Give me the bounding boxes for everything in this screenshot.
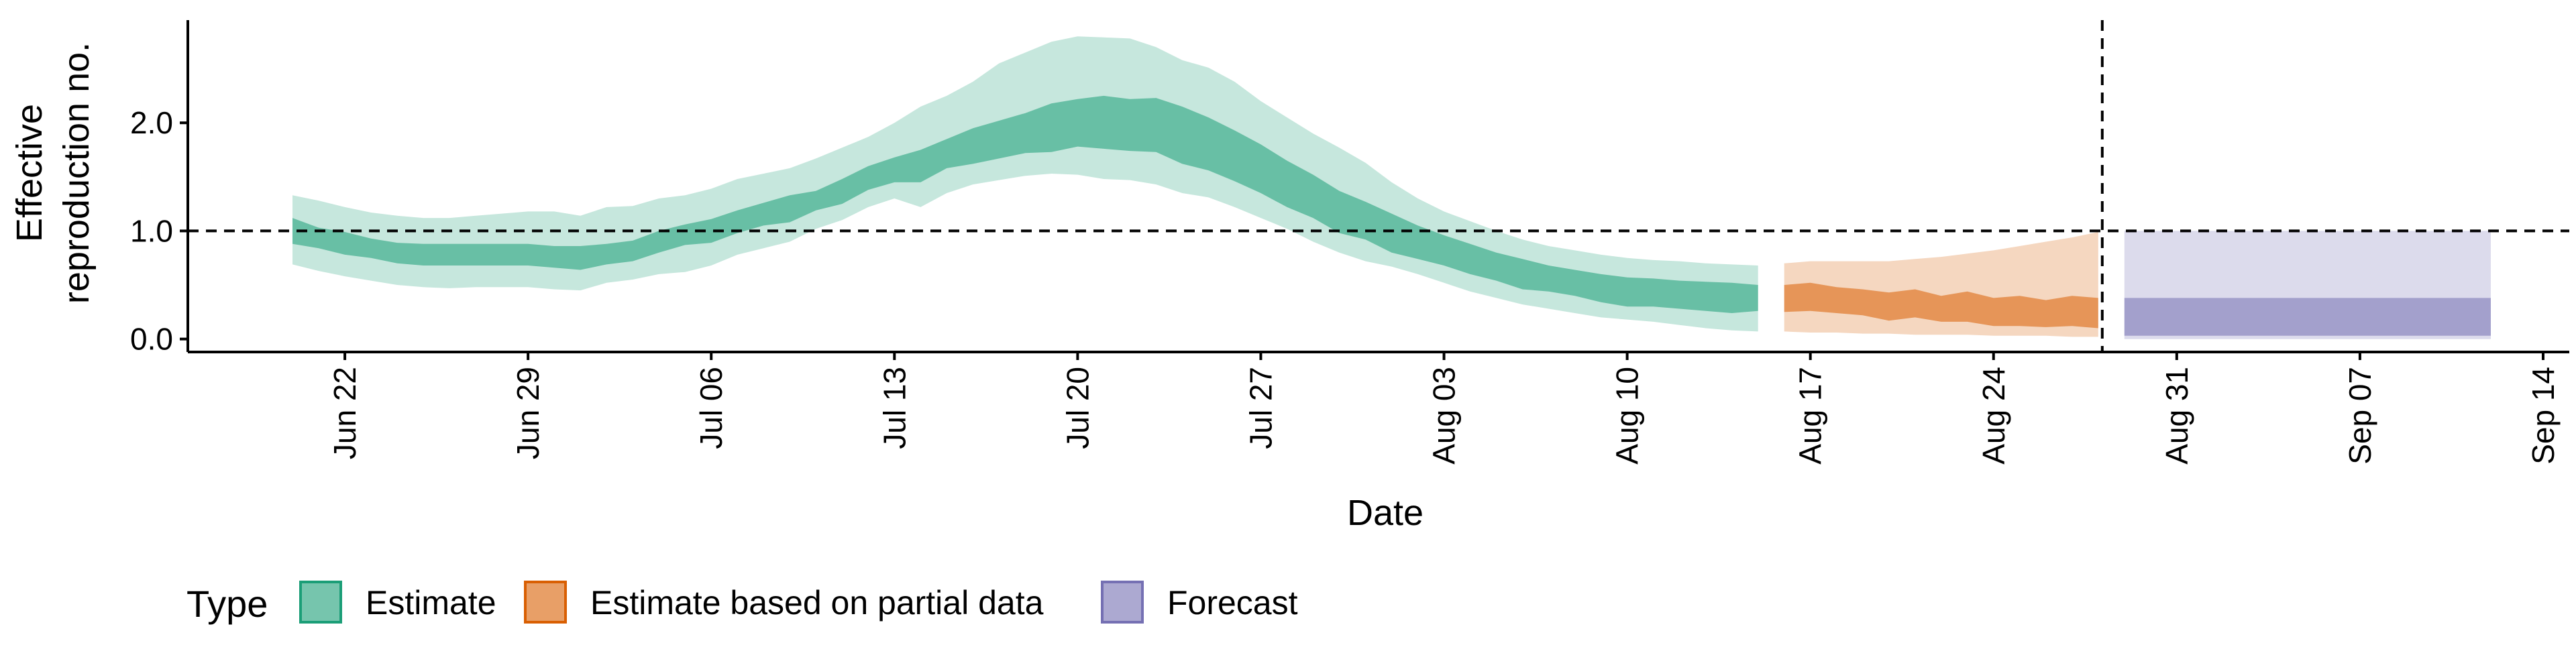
legend-label-partial: Estimate based on partial data — [590, 584, 1044, 622]
x-tick-label-5: Jul 27 — [1244, 367, 1279, 449]
legend-title: Type — [186, 583, 268, 625]
y-tick-label-2: 2.0 — [130, 105, 173, 140]
x-tick-label-11: Sep 07 — [2343, 367, 2377, 465]
x-tick-label-4: Jul 20 — [1060, 367, 1095, 449]
x-tick-label-8: Aug 17 — [1793, 367, 1828, 465]
y-tick-label-1: 1.0 — [130, 213, 173, 248]
legend-swatch-estimate — [299, 581, 342, 624]
band-50-estimate — [292, 95, 1758, 313]
legend-label-estimate: Estimate — [366, 584, 496, 622]
chart-axes: 0.0 1.0 2.0 Jun 22 Jun 29 Jul 06 Jul 13 Jul 20 J… — [130, 20, 2569, 465]
x-tick-label-3: Jul 13 — [877, 367, 912, 449]
y-tick-label-0: 0.0 — [130, 322, 173, 357]
band-50-forecast — [2124, 298, 2491, 336]
legend-swatch-partial — [524, 581, 567, 624]
y-axis-title: Effective reproduction no. — [9, 42, 97, 304]
x-tick-label-2: Jul 06 — [694, 367, 729, 449]
x-tick-label-10: Aug 31 — [2159, 367, 2194, 465]
x-tick-label-0: Jun 22 — [327, 367, 362, 459]
y-axis-title-line-1: Effective — [9, 104, 50, 242]
x-tick-label-6: Aug 03 — [1427, 367, 1462, 465]
band-90-estimate — [292, 36, 1758, 332]
x-tick-label-1: Jun 29 — [511, 367, 545, 459]
y-axis-title-line-2: reproduction no. — [56, 42, 97, 304]
reference-lines — [188, 20, 2569, 352]
x-tick-label-12: Sep 14 — [2526, 367, 2561, 465]
legend-swatch-forecast — [1101, 581, 1144, 624]
band-50-estimate-based-on-partial-data — [1784, 282, 2098, 329]
x-axis-title: Date — [1347, 493, 1424, 533]
chart-bands — [292, 36, 2491, 339]
x-tick-label-7: Aug 10 — [1610, 367, 1645, 465]
legend-label-forecast: Forecast — [1167, 584, 1298, 622]
legend: Type Estimate Estimate based on partial … — [186, 581, 1298, 625]
x-tick-label-9: Aug 24 — [1976, 367, 2011, 465]
